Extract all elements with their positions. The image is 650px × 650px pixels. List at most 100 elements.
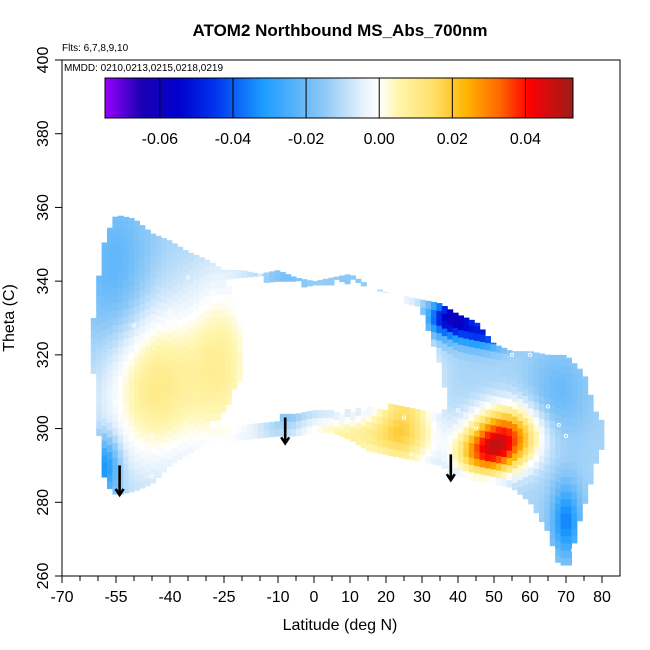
- heat-cell: [452, 408, 459, 417]
- heat-cell: [134, 268, 140, 277]
- heat-cell: [231, 366, 238, 375]
- heat-cell: [490, 387, 497, 396]
- heat-cell: [128, 454, 135, 463]
- heat-cell: [139, 384, 146, 393]
- heat-cell: [539, 366, 545, 375]
- heat-cell: [263, 272, 270, 276]
- heat-cell: [544, 427, 551, 436]
- heat-cell: [144, 330, 151, 339]
- heat-cell: [171, 425, 178, 434]
- heat-cell: [101, 373, 108, 382]
- heat-cell: [506, 413, 513, 422]
- heat-cell: [447, 390, 454, 399]
- heat-cell: [161, 435, 167, 443]
- heat-cell: [220, 382, 227, 391]
- heat-cell: [436, 317, 443, 326]
- heat-cell: [544, 456, 551, 465]
- heat-cell: [128, 381, 135, 390]
- heat-cell: [404, 436, 410, 445]
- heat-cell: [458, 351, 464, 360]
- heat-cell: [366, 443, 373, 452]
- heat-cell: [501, 412, 508, 421]
- heat-cell: [463, 317, 470, 324]
- heat-cell: [171, 359, 178, 368]
- heat-cell: [549, 383, 556, 392]
- y-tick-label: 360: [35, 194, 52, 221]
- heat-cell: [490, 342, 497, 345]
- x-tick-label: 70: [557, 589, 575, 606]
- heat-cell: [188, 342, 194, 351]
- heat-cell: [539, 440, 545, 449]
- heat-cell: [128, 255, 135, 264]
- heat-cell: [571, 388, 578, 396]
- heat-cell: [495, 462, 502, 471]
- heat-cell: [112, 339, 119, 348]
- heat-cell: [463, 397, 470, 406]
- heat-cell: [198, 313, 205, 322]
- heat-cell: [436, 310, 443, 319]
- heat-cell: [101, 381, 108, 390]
- heat-cell: [436, 450, 443, 459]
- heat-cell: [225, 345, 232, 354]
- heat-cell: [171, 396, 178, 405]
- heat-cell: [409, 297, 416, 306]
- heat-cell: [566, 388, 572, 396]
- heat-cell: [155, 344, 162, 353]
- heat-cell: [414, 446, 421, 455]
- heat-cell: [139, 451, 146, 460]
- y-tick-label: 260: [35, 563, 52, 590]
- heat-cell: [474, 325, 481, 334]
- heat-cell: [420, 425, 427, 434]
- heat-cell: [193, 301, 200, 310]
- heat-cell: [458, 366, 464, 375]
- heat-cell: [117, 258, 124, 267]
- heat-cell: [360, 440, 367, 449]
- heat-cell: [220, 389, 227, 398]
- heat-cell: [150, 283, 157, 292]
- heat-cell: [409, 415, 416, 424]
- heat-cell: [134, 320, 140, 329]
- heat-cell: [107, 289, 113, 298]
- heat-cell: [328, 410, 335, 419]
- heat-cell: [452, 460, 459, 469]
- heat-cell: [339, 275, 346, 283]
- sample-point: [149, 433, 155, 438]
- heat-cell: [474, 450, 481, 459]
- sample-point: [239, 264, 245, 269]
- heat-cell: [144, 323, 151, 332]
- heat-cell: [150, 453, 157, 462]
- heat-cell: [112, 390, 119, 399]
- heat-cell: [576, 368, 583, 374]
- heat-cell: [398, 442, 405, 451]
- heat-cell: [566, 483, 572, 492]
- x-tick-label: -25: [212, 589, 235, 606]
- heat-cell: [215, 397, 221, 406]
- heat-cell: [139, 274, 146, 283]
- heat-cell: [188, 423, 194, 432]
- heat-cell: [290, 276, 297, 282]
- heat-cell: [279, 413, 286, 422]
- heat-cell: [182, 411, 189, 420]
- heat-cell: [177, 334, 184, 342]
- heat-cell: [155, 396, 162, 405]
- heat-cell: [501, 441, 508, 450]
- heat-cell: [96, 302, 103, 311]
- heat-cell: [177, 378, 184, 387]
- heat-cell: [512, 467, 518, 476]
- heat-cell: [377, 438, 383, 447]
- colorbar-tick-label: -0.02: [288, 131, 325, 148]
- heat-cell: [252, 423, 259, 432]
- heat-cell: [144, 426, 151, 435]
- heat-cell: [474, 384, 481, 393]
- heat-cell: [155, 256, 162, 265]
- heat-cell: [485, 401, 491, 410]
- heat-cell: [231, 374, 238, 383]
- heat-cell: [171, 411, 178, 420]
- heat-cell: [593, 418, 599, 427]
- heat-cell: [425, 418, 432, 427]
- heat-cell: [215, 368, 221, 377]
- heat-cell: [117, 412, 124, 421]
- heat-cell: [301, 412, 308, 421]
- heat-cell: [215, 324, 221, 333]
- heat-cell: [522, 454, 529, 463]
